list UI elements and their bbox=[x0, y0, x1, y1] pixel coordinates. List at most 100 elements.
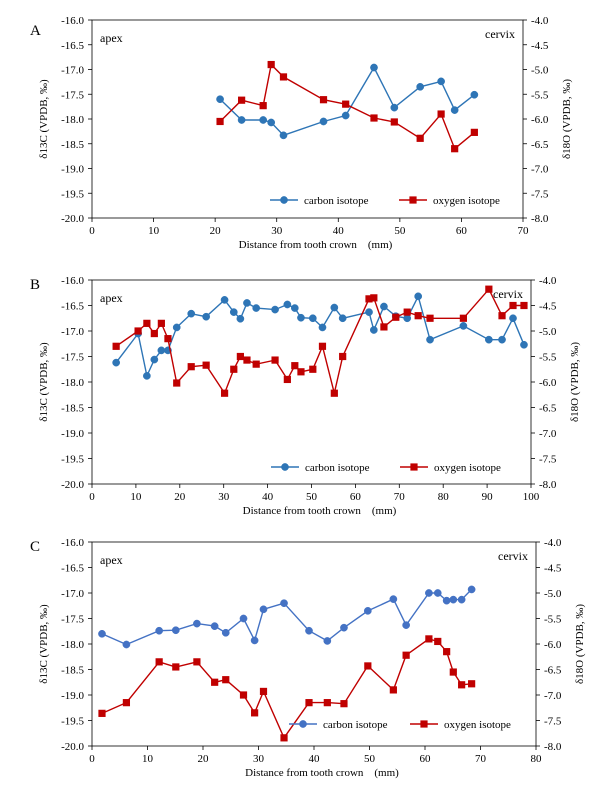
data-point bbox=[457, 595, 466, 604]
x-tick-label: 60 bbox=[350, 491, 362, 503]
data-point bbox=[380, 323, 388, 331]
panel-letter: A bbox=[30, 23, 41, 39]
series-oxygen bbox=[216, 60, 478, 153]
data-point bbox=[509, 314, 517, 323]
x-tick-label: 0 bbox=[89, 225, 95, 237]
cervix-label: cervix bbox=[498, 549, 528, 563]
data-point bbox=[442, 596, 451, 605]
data-point bbox=[202, 361, 210, 369]
data-point bbox=[498, 312, 506, 320]
data-point bbox=[134, 327, 142, 335]
plot-frame bbox=[91, 279, 532, 485]
data-point bbox=[143, 319, 151, 327]
y-right-tick-label: -5.0 bbox=[539, 326, 557, 338]
y-left-tick-label: -18.5 bbox=[61, 665, 84, 677]
data-point bbox=[342, 100, 350, 108]
data-point bbox=[202, 312, 210, 321]
y-right-axis-label: δ18O (VPDB, ‰) bbox=[561, 79, 573, 159]
y-left-tick-label: -16.0 bbox=[61, 15, 84, 27]
data-point bbox=[193, 658, 201, 666]
legend-marker bbox=[281, 463, 289, 471]
y-left-tick-label: -20.0 bbox=[61, 741, 84, 753]
data-point bbox=[122, 699, 131, 707]
data-point bbox=[297, 368, 305, 376]
data-point bbox=[150, 329, 158, 338]
x-tick-label: 50 bbox=[306, 491, 318, 503]
y-right-tick-label: -5.0 bbox=[544, 588, 562, 600]
legend-marker bbox=[280, 196, 288, 204]
data-point bbox=[229, 308, 238, 316]
data-point bbox=[271, 305, 279, 314]
y-right-tick-label: -4.0 bbox=[539, 275, 557, 287]
legend: carbon isotope oxygen isotope bbox=[289, 719, 511, 731]
data-point bbox=[364, 662, 372, 670]
data-point bbox=[157, 319, 165, 327]
data-point bbox=[252, 360, 260, 368]
data-point bbox=[470, 90, 479, 99]
y-left-tick-label: -18.0 bbox=[61, 114, 84, 126]
y-left-tick-label: -19.0 bbox=[61, 164, 84, 176]
data-point bbox=[470, 128, 478, 136]
y-right-tick-label: -5.5 bbox=[539, 352, 557, 364]
x-tick-label: 90 bbox=[482, 491, 494, 503]
y-right-axis-label: δ18O (VPDB, ‰) bbox=[569, 342, 581, 422]
y-left-tick-label: -18.5 bbox=[61, 139, 84, 151]
data-point bbox=[187, 309, 196, 318]
x-tick-label: 20 bbox=[210, 225, 222, 237]
data-point bbox=[305, 699, 313, 707]
y-right-tick-label: -6.5 bbox=[539, 403, 557, 415]
data-point bbox=[279, 131, 288, 140]
data-point bbox=[283, 375, 291, 384]
data-point bbox=[390, 103, 399, 112]
x-tick-label: 70 bbox=[518, 225, 530, 237]
data-point bbox=[259, 605, 268, 614]
data-point bbox=[280, 599, 288, 608]
data-point bbox=[340, 623, 348, 632]
x-tick-label: 30 bbox=[218, 491, 230, 503]
data-point bbox=[330, 389, 338, 397]
series-line bbox=[115, 294, 525, 379]
x-tick-label: 20 bbox=[174, 491, 186, 503]
data-point bbox=[402, 651, 410, 659]
x-tick-label: 80 bbox=[438, 491, 450, 503]
data-point bbox=[239, 614, 248, 623]
data-point bbox=[425, 635, 433, 643]
y-right-tick-label: -6.0 bbox=[544, 639, 562, 651]
y-left-tick-label: -17.5 bbox=[61, 614, 84, 626]
y-left-tick-label: -16.5 bbox=[61, 301, 84, 313]
data-point bbox=[230, 365, 238, 373]
data-point bbox=[509, 301, 517, 310]
data-point bbox=[426, 314, 434, 322]
cervix-label: cervix bbox=[485, 27, 515, 41]
data-point bbox=[150, 355, 159, 364]
data-point bbox=[340, 700, 348, 708]
y-left-tick-label: -19.0 bbox=[61, 690, 84, 702]
y-right-tick-label: -7.0 bbox=[531, 164, 549, 176]
y-right-tick-label: -7.5 bbox=[539, 454, 557, 466]
cervix-label: cervix bbox=[493, 287, 523, 301]
data-point bbox=[251, 709, 259, 717]
data-point bbox=[221, 628, 230, 637]
data-point bbox=[467, 585, 476, 594]
data-point bbox=[297, 313, 305, 322]
series-carbon bbox=[98, 585, 476, 649]
y-left-tick-label: -16.5 bbox=[61, 563, 84, 575]
data-point bbox=[434, 637, 442, 646]
data-point bbox=[389, 595, 398, 603]
data-point bbox=[414, 292, 423, 301]
data-point bbox=[122, 640, 131, 649]
data-point bbox=[390, 118, 398, 126]
data-point bbox=[443, 648, 451, 656]
data-point bbox=[318, 342, 327, 350]
y-right-tick-label: -4.5 bbox=[539, 301, 557, 313]
series-oxygen bbox=[112, 285, 528, 397]
data-point bbox=[220, 296, 229, 304]
data-point bbox=[437, 110, 445, 118]
data-point bbox=[341, 111, 350, 120]
x-tick-label: 30 bbox=[253, 753, 265, 765]
y-right-tick-label: -4.0 bbox=[544, 537, 562, 549]
data-point bbox=[271, 356, 279, 364]
x-axis-label: Distance from tooth crown (mm) bbox=[239, 239, 393, 251]
